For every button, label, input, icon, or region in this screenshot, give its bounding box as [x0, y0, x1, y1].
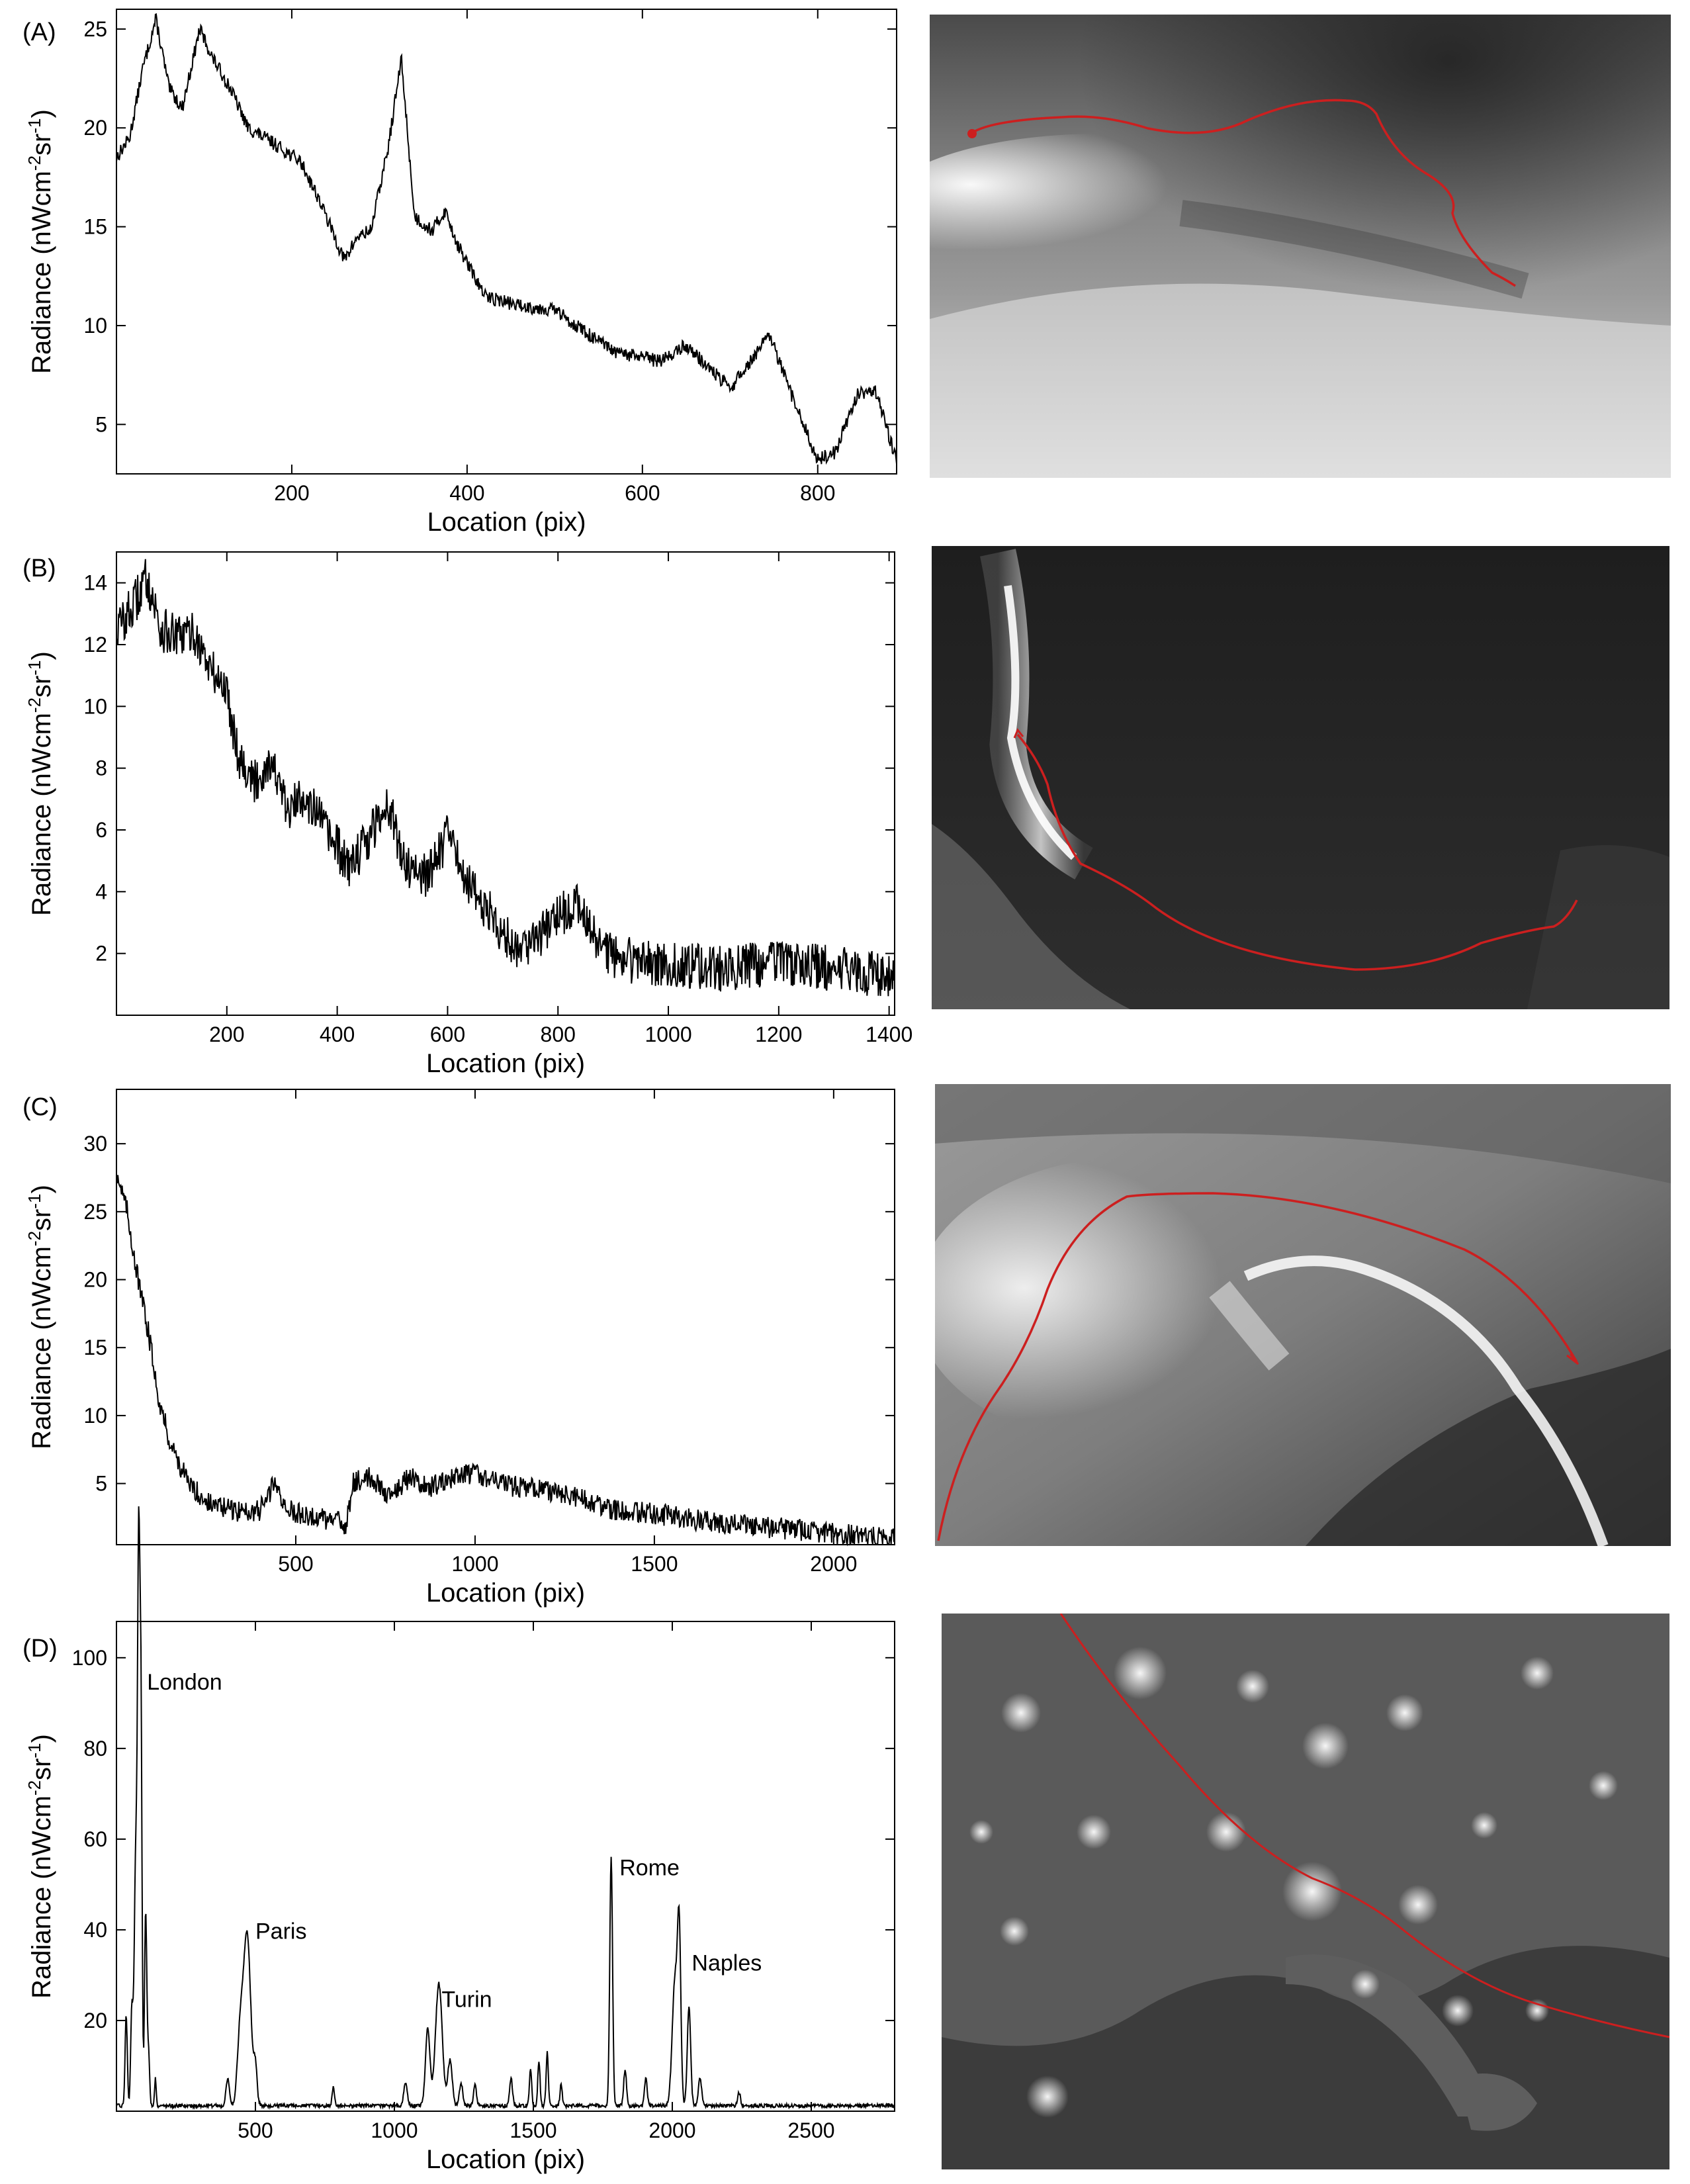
panel-label-c: (C)	[22, 1093, 58, 1121]
x-tick-label: 2000	[648, 2118, 695, 2142]
y-tick-label: 15	[83, 215, 107, 239]
y-axis-label: Radiance (nWcm-2sr-1)	[24, 1734, 56, 1999]
aurora-image-c	[935, 1084, 1671, 1546]
y-tick-label: 5	[95, 1472, 107, 1496]
radiance-series-line	[116, 559, 895, 997]
x-tick-label: 1000	[371, 2118, 418, 2142]
y-tick-label: 10	[83, 1404, 107, 1428]
x-tick-label: 200	[274, 481, 309, 505]
y-tick-label: 20	[83, 1268, 107, 1292]
x-tick-label: 400	[320, 1023, 355, 1046]
y-axis-label: Radiance (nWcm-2sr-1)	[24, 1185, 56, 1449]
x-tick-label: 1000	[645, 1023, 691, 1046]
track-line	[1016, 733, 1578, 971]
y-tick-label: 20	[83, 116, 107, 140]
panel-label-d: (D)	[22, 1635, 58, 1662]
x-tick-label: 600	[625, 481, 660, 505]
x-axis-label: Location (pix)	[426, 1578, 585, 1608]
x-tick-label: 1500	[510, 2118, 556, 2142]
plot-frame	[116, 1089, 895, 1545]
plot-frame	[116, 551, 895, 1016]
y-tick-label: 12	[83, 633, 107, 657]
y-tick-label: 14	[83, 571, 107, 595]
radiance-chart-b: 200 400 600 800 1000 1200 1400 2 4 6 8 10 12 14 Locati…	[24, 551, 912, 1078]
x-tick-label: 400	[449, 481, 484, 505]
radiance-series-line	[116, 13, 897, 465]
x-tick-label: 800	[541, 1023, 576, 1046]
aurora-image-a	[930, 15, 1671, 478]
plot-frame	[116, 9, 897, 475]
y-tick-label: 60	[83, 1827, 107, 1851]
city-label: London	[147, 1670, 222, 1695]
y-tick-label: 10	[83, 694, 107, 718]
x-tick-label: 800	[800, 481, 835, 505]
y-axis-label: Radiance (nWcm-2sr-1)	[24, 651, 56, 916]
track-line	[937, 1192, 1578, 1541]
x-tick-label: 500	[278, 1552, 313, 1576]
y-tick-label: 40	[83, 1918, 107, 1942]
y-tick-label: 2	[95, 942, 107, 966]
y-tick-label: 30	[83, 1132, 107, 1156]
radiance-series-line	[116, 1506, 895, 2111]
panel-label-b: (B)	[22, 555, 56, 582]
city-label: Naples	[691, 1951, 762, 1976]
y-tick-label: 4	[95, 880, 107, 903]
panel-label-a: (A)	[22, 19, 56, 46]
x-tick-label: 600	[430, 1023, 465, 1046]
x-axis-label: Location (pix)	[426, 2145, 585, 2174]
radiance-chart-a: 200 400 600 800 5 10 15 20 25 Location (pix) Radia…	[24, 9, 897, 537]
x-tick-label: 1200	[755, 1023, 802, 1046]
y-tick-label: 20	[83, 2009, 107, 2032]
y-tick-label: 25	[83, 1200, 107, 1224]
x-tick-label: 1000	[451, 1552, 498, 1576]
x-tick-label: 2000	[810, 1552, 857, 1576]
track-line	[969, 99, 1516, 287]
y-tick-label: 5	[95, 412, 107, 436]
plot-frame	[116, 1621, 895, 2112]
y-tick-label: 80	[83, 1737, 107, 1760]
city-label: Paris	[255, 1919, 306, 1944]
x-tick-label: 1500	[631, 1552, 678, 1576]
city-label: Turin	[441, 1987, 492, 2012]
y-tick-label: 100	[72, 1646, 107, 1670]
y-tick-label: 6	[95, 818, 107, 842]
x-tick-label: 1400	[866, 1023, 912, 1046]
track-line	[1059, 1614, 1669, 2038]
radiance-chart-c: 500 1000 1500 2000 5 10 15 20 25 30 Location (pix)…	[24, 1089, 895, 1608]
x-axis-label: Location (pix)	[427, 508, 586, 537]
x-tick-label: 2500	[787, 2118, 834, 2142]
radiance-series-line	[116, 1175, 895, 1547]
y-axis-label: Radiance (nWcm-2sr-1)	[24, 109, 56, 374]
radiance-chart-d: 500 1000 1500 2000 2500 20 40 60 80 100 Location (…	[24, 1506, 895, 2174]
city-label: Rome	[619, 1856, 680, 1881]
y-tick-label: 8	[95, 756, 107, 780]
x-axis-label: Location (pix)	[426, 1049, 585, 1078]
aurora-image-b	[932, 546, 1669, 1009]
y-tick-label: 10	[83, 314, 107, 338]
y-tick-label: 15	[83, 1336, 107, 1359]
y-tick-label: 25	[83, 17, 107, 41]
x-tick-label: 200	[209, 1023, 244, 1046]
x-tick-label: 500	[238, 2118, 273, 2142]
city-lights-image-d	[942, 1614, 1669, 2169]
